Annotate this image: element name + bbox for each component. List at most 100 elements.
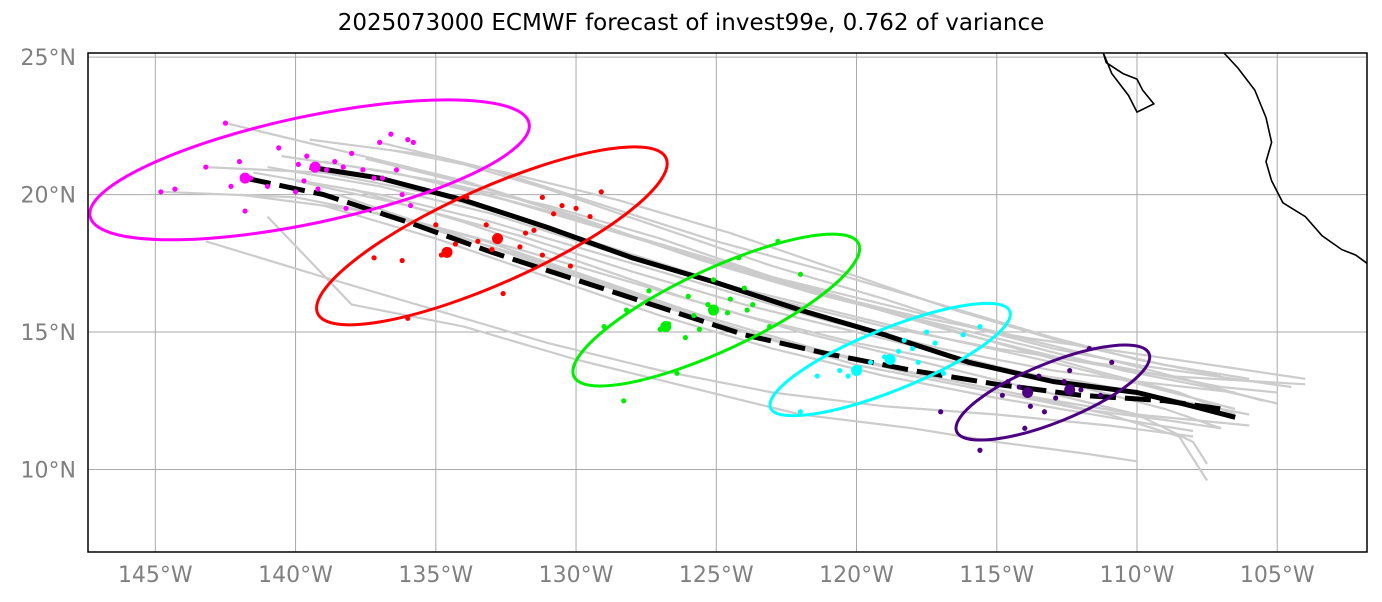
cluster-point <box>1078 387 1084 393</box>
cluster-centroid-marker <box>660 321 672 333</box>
cluster-point <box>1053 395 1059 401</box>
cluster-point <box>646 288 652 294</box>
cluster-point <box>349 150 355 156</box>
ensemble-track <box>205 240 1194 438</box>
ensemble-track <box>337 193 1209 482</box>
cluster-point <box>940 370 947 376</box>
coastline <box>1102 53 1367 264</box>
cluster-point <box>264 183 271 189</box>
ensemble-track <box>225 122 1306 380</box>
cluster-point <box>674 370 680 376</box>
cluster-point <box>371 175 377 181</box>
ensemble-tracks <box>160 122 1306 482</box>
cluster-point <box>1022 425 1028 431</box>
cluster-point <box>236 158 243 165</box>
cluster-point <box>276 145 282 151</box>
ensemble-track <box>309 138 1292 389</box>
ensemble-track <box>253 171 1236 394</box>
cluster-point <box>489 246 495 253</box>
cluster-point <box>1109 359 1115 365</box>
ensemble-track <box>393 149 1250 380</box>
cluster-point <box>531 227 537 233</box>
cluster-point <box>539 194 545 200</box>
cluster-centroid-marker <box>239 172 251 184</box>
cluster-point <box>379 175 386 181</box>
cluster-point <box>158 189 164 195</box>
cluster-point <box>924 329 930 335</box>
ensemble-track <box>323 204 1194 433</box>
x-tick-label: 105°W <box>1240 563 1315 588</box>
cluster-point <box>867 359 874 365</box>
cluster-point <box>228 183 234 189</box>
cluster-point <box>845 373 851 379</box>
cluster-point <box>1061 378 1067 385</box>
cluster-point <box>433 222 439 228</box>
cluster-point <box>960 332 966 338</box>
ensemble-track <box>205 166 1278 394</box>
x-tick-label: 135°W <box>398 563 473 588</box>
clusters <box>88 98 1152 453</box>
y-tick-label: 10°N <box>21 459 76 484</box>
dashed-track <box>244 175 1222 412</box>
cluster-point <box>323 167 330 173</box>
cluster-point <box>598 189 604 195</box>
plot-frame <box>87 52 1368 553</box>
y-tick-label: 20°N <box>21 184 76 209</box>
cluster-point <box>343 205 349 211</box>
cluster-point <box>814 373 820 379</box>
cluster-point <box>340 164 346 170</box>
ensemble-track <box>295 179 1222 430</box>
cluster-point <box>393 167 400 173</box>
cluster-point <box>377 139 383 145</box>
cluster-point <box>691 312 697 319</box>
cluster-point <box>388 131 394 137</box>
cluster-point <box>539 252 545 258</box>
cluster-centroid-marker <box>492 233 504 245</box>
cluster-point <box>500 290 506 297</box>
cluster-point <box>399 257 405 264</box>
cluster-point <box>910 345 916 352</box>
x-tick-label: 110°W <box>1100 563 1175 588</box>
cluster-point <box>705 301 711 308</box>
x-axis-ticks: 145°W 140°W 135°W 130°W 125°W 120°W 115°W 110°W… <box>118 563 1315 588</box>
cluster-centroid-marker <box>1022 387 1034 399</box>
x-tick-label: 145°W <box>118 563 193 588</box>
ensemble-track <box>407 221 1222 430</box>
cluster-point <box>522 230 529 236</box>
y-tick-label: 15°N <box>21 321 76 346</box>
cluster-centroid-marker <box>884 354 896 366</box>
cluster-centroid-marker <box>851 365 863 377</box>
gridlines <box>88 53 1367 552</box>
cluster-point <box>410 139 416 145</box>
cluster-centroid-marker <box>1064 384 1076 396</box>
cluster-ellipse <box>768 301 1012 418</box>
cluster-point <box>332 158 338 165</box>
cluster-point <box>724 310 731 316</box>
mainland-coastline <box>1223 53 1367 264</box>
cluster-point <box>407 202 414 209</box>
cluster-point <box>710 277 717 283</box>
y-tick-label: 25°N <box>21 46 76 71</box>
cluster-point <box>371 255 377 261</box>
x-tick-label: 120°W <box>819 563 894 588</box>
cluster-point <box>203 164 209 170</box>
cluster-point <box>901 337 907 343</box>
cluster-point <box>977 323 983 330</box>
cluster-point <box>727 296 733 302</box>
y-axis-ticks: 25°N 20°N 15°N 10°N <box>21 46 76 483</box>
cluster-ellipse <box>315 145 669 327</box>
cluster-point <box>1097 392 1104 398</box>
cluster-point <box>1027 403 1034 409</box>
cluster-point <box>587 213 593 220</box>
cluster-centroid-marker <box>707 304 719 316</box>
cluster-point <box>405 137 411 143</box>
ensemble-track <box>365 157 1278 405</box>
cluster-point <box>559 202 565 209</box>
cluster-point <box>315 186 321 192</box>
cluster-point <box>744 307 750 313</box>
cluster-point <box>399 191 405 198</box>
cluster-point <box>932 340 938 346</box>
ensemble-track <box>267 166 1236 411</box>
cluster-point <box>567 263 574 269</box>
cluster-point <box>242 208 248 214</box>
